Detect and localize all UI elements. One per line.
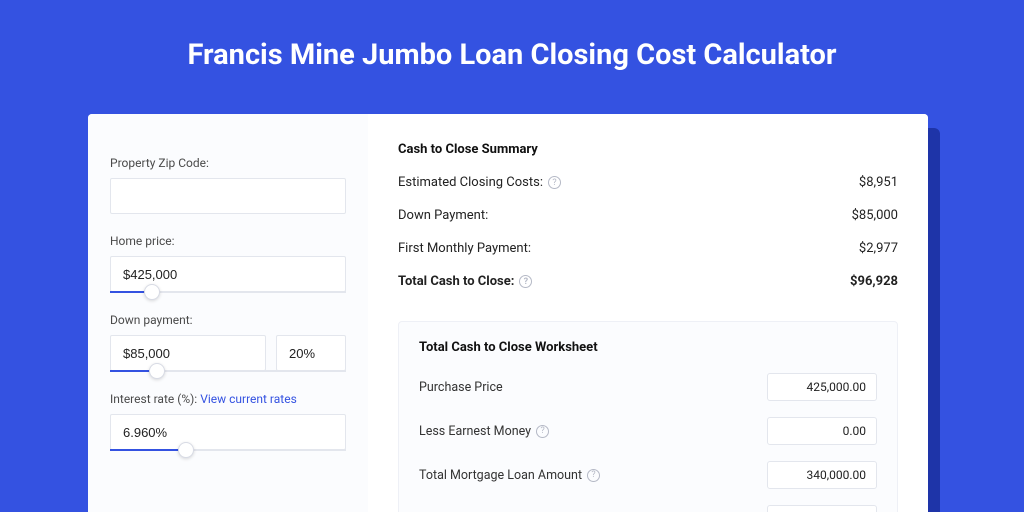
help-icon[interactable]: ?	[548, 176, 561, 189]
home-price-slider-thumb[interactable]	[144, 284, 160, 300]
down-payment-slider[interactable]	[110, 370, 346, 372]
worksheet-box: Total Cash to Close Worksheet Purchase P…	[398, 321, 898, 512]
summary-label-text: Estimated Closing Costs:	[398, 175, 543, 190]
summary-row-label: Down Payment:	[398, 208, 488, 223]
calculator-card: Property Zip Code: Home price: Down paym…	[88, 114, 928, 512]
summary-row-down-payment: Down Payment: $85,000	[398, 208, 898, 223]
help-icon[interactable]: ?	[536, 425, 549, 438]
worksheet-label-text: Less Earnest Money	[419, 424, 531, 439]
down-payment-field-group: Down payment:	[110, 313, 346, 372]
interest-rate-field-group: Interest rate (%): View current rates	[110, 392, 346, 451]
view-rates-link[interactable]: View current rates	[200, 392, 297, 406]
worksheet-row-value[interactable]: 425,000.00	[767, 373, 877, 401]
help-icon[interactable]: ?	[587, 469, 600, 482]
summary-row-total: Total Cash to Close: ? $96,928	[398, 274, 898, 289]
worksheet-row-mortgage-amount: Total Mortgage Loan Amount ? 340,000.00	[419, 461, 877, 489]
worksheet-row-second-mortgage: Total Second Mortgage Amount ?	[419, 505, 877, 512]
zip-input[interactable]	[110, 178, 346, 214]
worksheet-row-value[interactable]: 0.00	[767, 417, 877, 445]
divider	[398, 307, 898, 321]
home-price-label: Home price:	[110, 234, 346, 248]
worksheet-row-label: Less Earnest Money ?	[419, 424, 549, 439]
interest-rate-slider-thumb[interactable]	[178, 442, 194, 458]
help-icon[interactable]: ?	[519, 275, 532, 288]
interest-rate-slider[interactable]	[110, 449, 346, 451]
summary-label-text: Down Payment:	[398, 208, 488, 223]
summary-row-label: Estimated Closing Costs: ?	[398, 175, 561, 190]
worksheet-row-purchase-price: Purchase Price 425,000.00	[419, 373, 877, 401]
home-price-slider[interactable]	[110, 291, 346, 293]
zip-label: Property Zip Code:	[110, 156, 346, 170]
interest-rate-label-text: Interest rate (%):	[110, 392, 197, 406]
zip-field-group: Property Zip Code:	[110, 156, 346, 214]
worksheet-label-text: Purchase Price	[419, 380, 503, 395]
page-wrap: Francis Mine Jumbo Loan Closing Cost Cal…	[0, 0, 1024, 512]
summary-row-value: $2,977	[859, 241, 898, 256]
worksheet-row-earnest-money: Less Earnest Money ? 0.00	[419, 417, 877, 445]
worksheet-heading: Total Cash to Close Worksheet	[419, 340, 877, 355]
page-title: Francis Mine Jumbo Loan Closing Cost Cal…	[187, 38, 836, 72]
summary-row-first-monthly: First Monthly Payment: $2,977	[398, 241, 898, 256]
summary-panel: Cash to Close Summary Estimated Closing …	[368, 114, 928, 512]
down-payment-amount-input[interactable]	[110, 335, 266, 371]
down-payment-percent-input[interactable]	[276, 335, 346, 371]
worksheet-row-value[interactable]	[767, 505, 877, 512]
worksheet-row-value[interactable]: 340,000.00	[767, 461, 877, 489]
summary-row-value: $96,928	[850, 274, 898, 289]
worksheet-row-label: Total Mortgage Loan Amount ?	[419, 468, 600, 483]
summary-row-label: Total Cash to Close: ?	[398, 274, 532, 289]
interest-rate-label: Interest rate (%): View current rates	[110, 392, 346, 406]
summary-heading: Cash to Close Summary	[398, 142, 898, 157]
summary-label-text: Total Cash to Close:	[398, 274, 514, 289]
worksheet-label-text: Total Mortgage Loan Amount	[419, 468, 582, 483]
summary-row-value: $85,000	[852, 208, 898, 223]
summary-row-value: $8,951	[859, 175, 898, 190]
summary-label-text: First Monthly Payment:	[398, 241, 531, 256]
down-payment-row	[110, 335, 346, 371]
summary-row-label: First Monthly Payment:	[398, 241, 531, 256]
home-price-field-group: Home price:	[110, 234, 346, 293]
summary-row-closing-costs: Estimated Closing Costs: ? $8,951	[398, 175, 898, 190]
down-payment-slider-thumb[interactable]	[149, 363, 165, 379]
interest-rate-input[interactable]	[110, 414, 346, 450]
down-payment-label: Down payment:	[110, 313, 346, 327]
interest-rate-slider-fill	[110, 449, 186, 451]
worksheet-row-label: Purchase Price	[419, 380, 503, 395]
inputs-panel: Property Zip Code: Home price: Down paym…	[88, 114, 368, 512]
